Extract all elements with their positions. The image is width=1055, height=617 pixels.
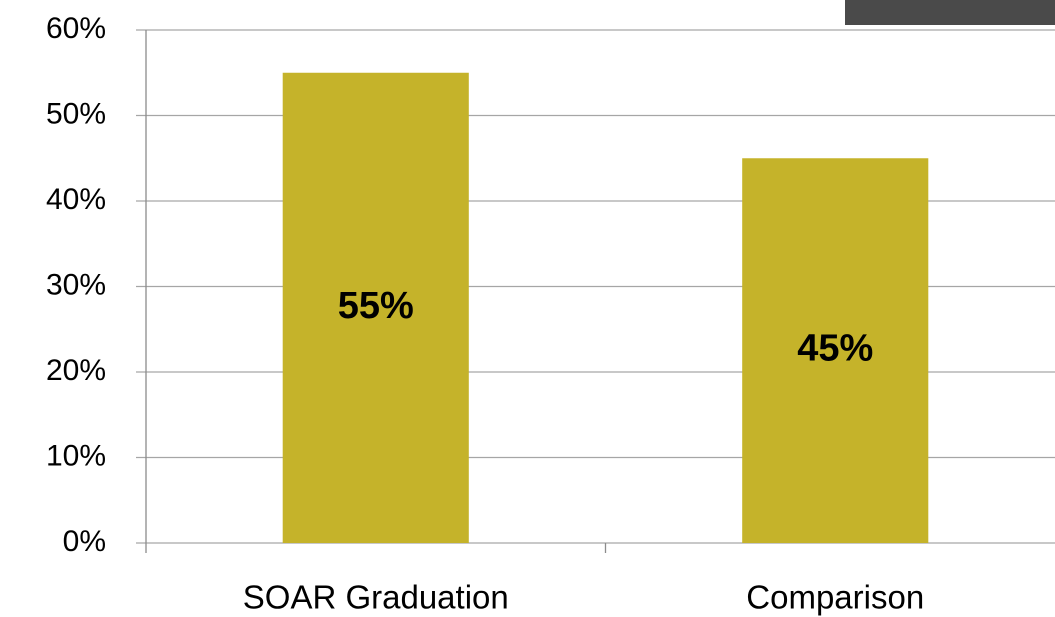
y-tick-label: 30% bbox=[46, 268, 106, 301]
y-tick-label: 0% bbox=[63, 525, 106, 558]
y-tick-label: 60% bbox=[46, 12, 106, 45]
y-tick-label: 50% bbox=[46, 97, 106, 130]
x-tick-label: SOAR Graduation bbox=[243, 579, 509, 616]
y-tick-label: 40% bbox=[46, 183, 106, 216]
bar bbox=[282, 72, 469, 543]
x-tick-label: Comparison bbox=[746, 579, 924, 616]
data-label: 55% bbox=[338, 285, 414, 327]
photo-fragment bbox=[845, 0, 1055, 25]
data-label: 45% bbox=[797, 328, 873, 370]
y-tick-label: 20% bbox=[46, 354, 106, 387]
y-tick-label: 10% bbox=[46, 439, 106, 472]
bar bbox=[742, 158, 929, 543]
